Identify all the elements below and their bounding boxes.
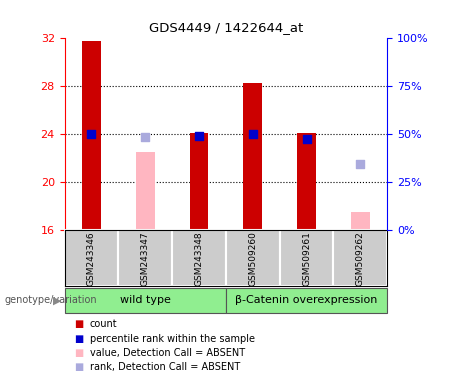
Text: ▶: ▶ [53, 295, 61, 305]
Text: count: count [90, 319, 118, 329]
Bar [65, 288, 226, 313]
Text: GSM509261: GSM509261 [302, 231, 311, 286]
Text: β-Catenin overexpression: β-Catenin overexpression [236, 295, 378, 306]
Text: ■: ■ [74, 334, 83, 344]
Text: genotype/variation: genotype/variation [5, 295, 97, 305]
Point [88, 131, 95, 137]
Bar [243, 83, 262, 230]
Text: GSM509260: GSM509260 [248, 231, 257, 286]
Bar [172, 230, 226, 286]
Text: ■: ■ [74, 362, 83, 372]
Bar [297, 133, 316, 230]
Bar [189, 133, 208, 230]
Point [303, 136, 310, 142]
Bar [351, 212, 370, 230]
Text: ■: ■ [74, 348, 83, 358]
Bar [333, 230, 387, 286]
Title: GDS4449 / 1422644_at: GDS4449 / 1422644_at [149, 22, 303, 35]
Bar [226, 288, 387, 313]
Point [249, 131, 256, 137]
Bar [118, 230, 172, 286]
Bar [136, 152, 154, 230]
Text: GSM509262: GSM509262 [356, 231, 365, 286]
Text: percentile rank within the sample: percentile rank within the sample [90, 334, 255, 344]
Bar [280, 230, 333, 286]
Text: value, Detection Call = ABSENT: value, Detection Call = ABSENT [90, 348, 245, 358]
Point [357, 161, 364, 167]
Point [142, 134, 149, 140]
Text: GSM243347: GSM243347 [141, 231, 150, 286]
Text: wild type: wild type [120, 295, 171, 306]
Text: GSM243348: GSM243348 [195, 231, 203, 286]
Text: GSM243346: GSM243346 [87, 231, 96, 286]
Bar [82, 41, 101, 230]
Text: rank, Detection Call = ABSENT: rank, Detection Call = ABSENT [90, 362, 240, 372]
Text: ■: ■ [74, 319, 83, 329]
Bar [226, 230, 280, 286]
Point [195, 133, 203, 139]
Bar [65, 230, 118, 286]
